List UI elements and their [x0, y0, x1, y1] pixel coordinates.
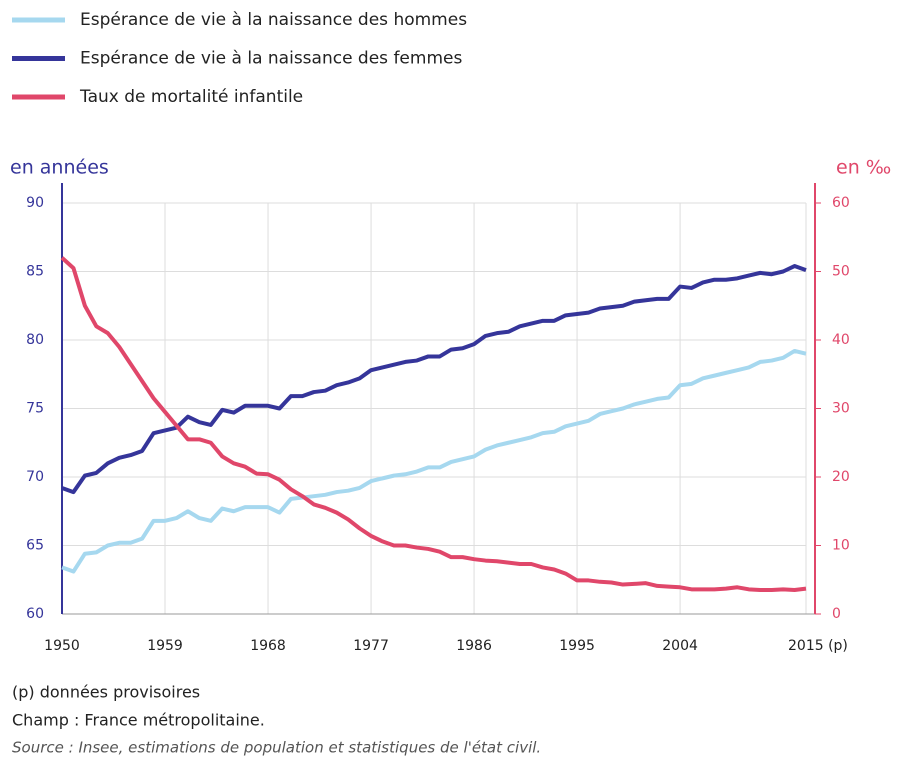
- y2-tick-label: 50: [832, 264, 850, 280]
- x-tick-label: 1977: [353, 638, 389, 654]
- x-tick-label: 1968: [250, 638, 286, 654]
- x-tick-label: 2004: [662, 638, 698, 654]
- series-line: [61, 348, 807, 574]
- y-tick-label: 80: [26, 332, 44, 348]
- y2-tick-label: 10: [832, 538, 850, 554]
- y-axis-title: en années: [10, 157, 109, 179]
- source: Source : Insee, estimations de populatio…: [12, 739, 541, 757]
- y2-tick-label: 60: [832, 195, 850, 211]
- y2-tick-label: 0: [832, 606, 841, 622]
- x-tick-label: 1959: [147, 638, 183, 654]
- y-tick-label: 70: [26, 469, 44, 485]
- y2-tick-label: 20: [832, 469, 850, 485]
- note: (p) données provisoires: [12, 683, 200, 702]
- y2-axis-title: en ‰: [836, 157, 891, 179]
- y-tick-label: 60: [26, 606, 44, 622]
- x-tick-label: 1950: [44, 638, 80, 654]
- y-tick-label: 65: [26, 538, 44, 554]
- legend-label: Espérance de vie à la naissance des femm…: [80, 49, 462, 69]
- x-tick-label: 1995: [559, 638, 595, 654]
- y2-tick-label: 40: [832, 332, 850, 348]
- note: Champ : France métropolitaine.: [12, 711, 265, 730]
- y-tick-label: 75: [26, 401, 44, 417]
- y-tick-label: 85: [26, 264, 44, 280]
- series-line: [61, 264, 807, 495]
- legend-label: Espérance de vie à la naissance des homm…: [80, 10, 467, 30]
- y2-tick-label: 30: [832, 401, 850, 417]
- legend-label: Taux de mortalité infantile: [79, 87, 303, 107]
- y-tick-label: 90: [26, 195, 44, 211]
- series-line: [60, 256, 807, 593]
- x-tick-label: 1986: [456, 638, 492, 654]
- x-tick-label: 2015 (p): [788, 638, 848, 654]
